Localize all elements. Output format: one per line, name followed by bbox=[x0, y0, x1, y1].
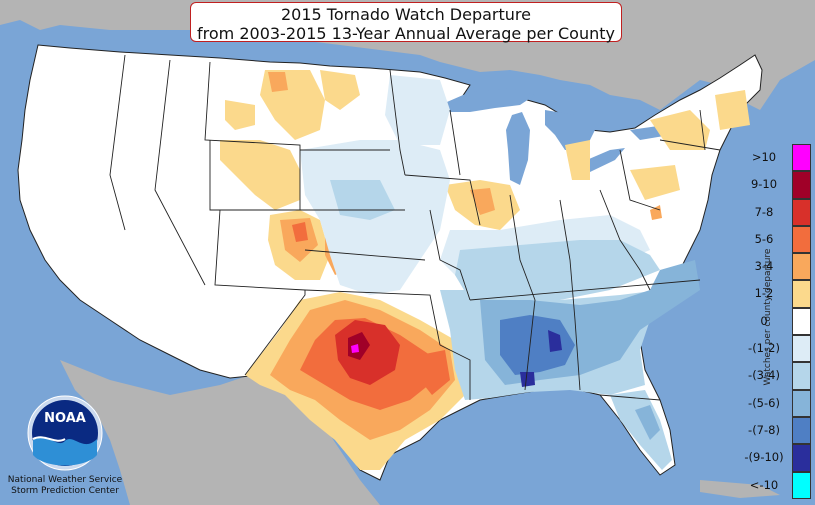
legend-label: 7-8 bbox=[754, 204, 774, 219]
region-alabama-neg-9-10 bbox=[548, 330, 562, 352]
noaa-logo: NOAA bbox=[27, 395, 103, 471]
caribbean-land bbox=[700, 480, 780, 498]
credit-text: National Weather Service Storm Predictio… bbox=[0, 475, 130, 497]
legend-swatch bbox=[792, 198, 811, 226]
legend-label: -(7-8) bbox=[748, 422, 780, 437]
region-iowa-3-4 bbox=[470, 188, 495, 215]
region-maryland-3-4 bbox=[650, 205, 662, 220]
legend-label: -(3-4) bbox=[748, 368, 780, 383]
credit-line-1: National Weather Service bbox=[7, 475, 123, 485]
region-ohio-valley-neg bbox=[455, 240, 660, 305]
region-alabama-neg-7-8 bbox=[500, 315, 575, 375]
region-pa-1-2 bbox=[630, 165, 680, 200]
legend-label: 1-2 bbox=[754, 286, 774, 301]
title-line-2: from 2003-2015 13-Year Annual Average pe… bbox=[197, 24, 615, 43]
legend-label: 9-10 bbox=[750, 177, 778, 192]
legend-swatch bbox=[792, 444, 811, 472]
region-florida-neg bbox=[610, 390, 672, 470]
region-ny-1-2 bbox=[650, 110, 710, 150]
region-mn-neg-1-2 bbox=[385, 75, 450, 145]
region-ne-1-2 bbox=[715, 90, 750, 130]
region-michigan-1-2 bbox=[565, 140, 590, 180]
legend-label: 0 bbox=[760, 313, 768, 328]
region-nd-1-2 bbox=[320, 70, 360, 110]
lake-huron bbox=[545, 110, 595, 150]
legend-swatch bbox=[792, 362, 811, 390]
legend-swatch bbox=[792, 471, 811, 499]
map-title: 2015 Tornado Watch Departure from 2003-2… bbox=[190, 2, 622, 43]
legend-swatch bbox=[792, 171, 811, 199]
legend-swatch bbox=[792, 253, 811, 281]
legend-label: 3-4 bbox=[754, 259, 774, 274]
legend-label: -(9-10) bbox=[744, 450, 784, 465]
title-line-1: 2015 Tornado Watch Departure bbox=[280, 5, 531, 24]
region-florida-neg-5-6 bbox=[635, 405, 660, 440]
legend-label: -(1-2) bbox=[748, 341, 780, 356]
legend-swatch bbox=[792, 225, 811, 254]
region-ms-neg-9-10 bbox=[520, 372, 535, 387]
legend-swatch bbox=[792, 389, 811, 417]
region-idaho-1-2 bbox=[225, 100, 255, 130]
credit-line-2: Storm Prediction Center bbox=[11, 486, 119, 496]
legend-swatch bbox=[792, 144, 811, 172]
region-ok-9-10 bbox=[348, 332, 370, 360]
legend-label: <-10 bbox=[749, 477, 779, 492]
legend-swatch bbox=[792, 280, 811, 308]
region-colorado-5-6 bbox=[292, 222, 308, 242]
legend-label: >10 bbox=[751, 150, 777, 164]
region-montana-3-4 bbox=[268, 72, 288, 92]
region-ok-7-8 bbox=[335, 320, 400, 385]
legend-swatch bbox=[792, 416, 811, 445]
legend-swatch bbox=[792, 307, 811, 336]
lake-superior bbox=[440, 88, 535, 112]
legend-swatches bbox=[792, 144, 811, 499]
region-east-tx-5-6 bbox=[420, 350, 450, 395]
legend-axis-label: Watches per county departure bbox=[763, 248, 773, 386]
lake-michigan bbox=[506, 112, 530, 185]
legend-label: -(5-6) bbox=[748, 395, 780, 410]
region-wyoming-1-2 bbox=[220, 140, 300, 210]
noaa-logo-text: NOAA bbox=[44, 411, 86, 426]
legend-label: 5-6 bbox=[754, 231, 774, 246]
region-ok-gt10 bbox=[351, 344, 359, 353]
legend-swatch bbox=[792, 335, 811, 363]
state-borders bbox=[109, 54, 721, 401]
legend-labels: >10 9-10 7-8 5-6 3-4 1-2 0 -(1-2) -(3-4) -(5-6) -(… bbox=[735, 144, 793, 499]
